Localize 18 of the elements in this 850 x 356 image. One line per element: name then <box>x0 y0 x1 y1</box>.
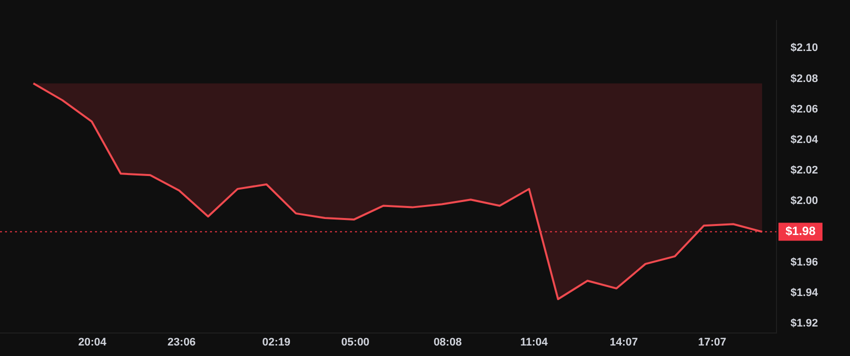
x-tick-label: 05:00 <box>341 336 370 348</box>
x-tick-label: 20:04 <box>78 336 108 348</box>
y-tick-label: $2.02 <box>790 164 818 177</box>
y-tick-label: $2.04 <box>790 134 819 146</box>
y-tick-label: $1.92 <box>790 318 818 330</box>
y-tick-label: $1.96 <box>790 256 818 268</box>
x-tick-label: 02:19 <box>262 336 290 348</box>
ref-line-label: $1.98 <box>785 224 816 238</box>
y-tick-label: $2.06 <box>790 103 818 116</box>
x-tick-label: 11:04 <box>520 336 549 348</box>
y-tick-label: $2.08 <box>790 72 818 85</box>
y-tick-label: $1.94 <box>790 287 819 300</box>
x-tick-label: 23:06 <box>168 336 196 348</box>
y-tick-label: $2.00 <box>790 195 818 208</box>
y-tick-label: $2.10 <box>790 42 818 54</box>
x-tick-label: 14:07 <box>610 336 638 348</box>
x-tick-label: 08:08 <box>434 336 462 348</box>
x-tick-label: 17:07 <box>698 336 726 348</box>
